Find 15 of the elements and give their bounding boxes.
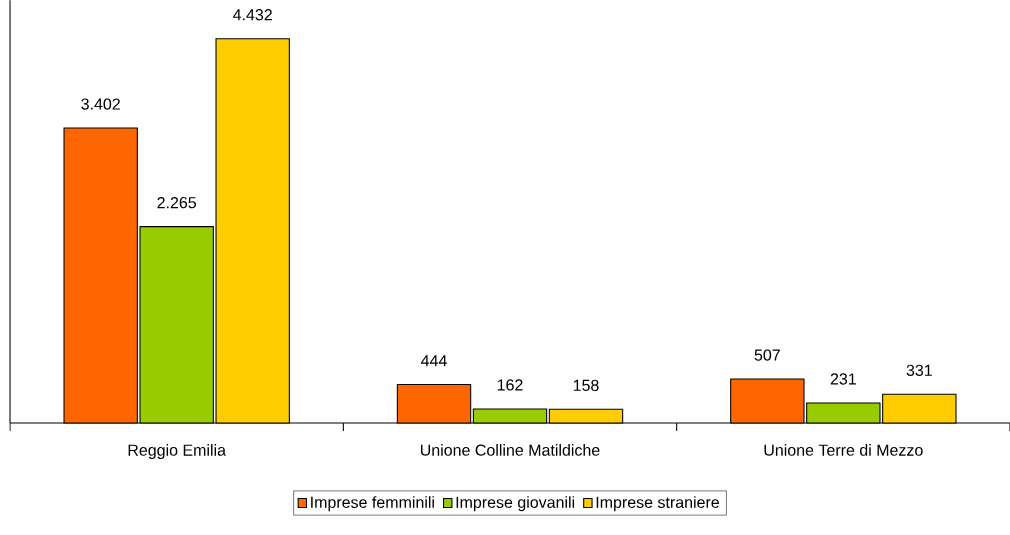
data-label: 162 — [497, 379, 523, 391]
data-label: 507 — [754, 349, 780, 361]
data-label: 231 — [830, 373, 856, 385]
data-label: 4.432 — [233, 9, 272, 21]
data-label: 444 — [421, 355, 447, 367]
legend-label: Imprese femminili — [311, 496, 434, 512]
x-tick-label: Reggio Emilia — [128, 444, 226, 459]
x-tick-label: Unione Terre di Mezzo — [764, 444, 923, 456]
legend-label: Imprese straniere — [596, 496, 719, 512]
x-tick-label: Unione Colline Matildiche — [420, 444, 600, 456]
data-label: 331 — [906, 364, 932, 376]
data-label: 158 — [573, 379, 599, 391]
legend-label: Imprese giovanili — [456, 496, 575, 512]
data-label: 2.265 — [157, 196, 197, 209]
data-label: 3.402 — [81, 98, 120, 110]
